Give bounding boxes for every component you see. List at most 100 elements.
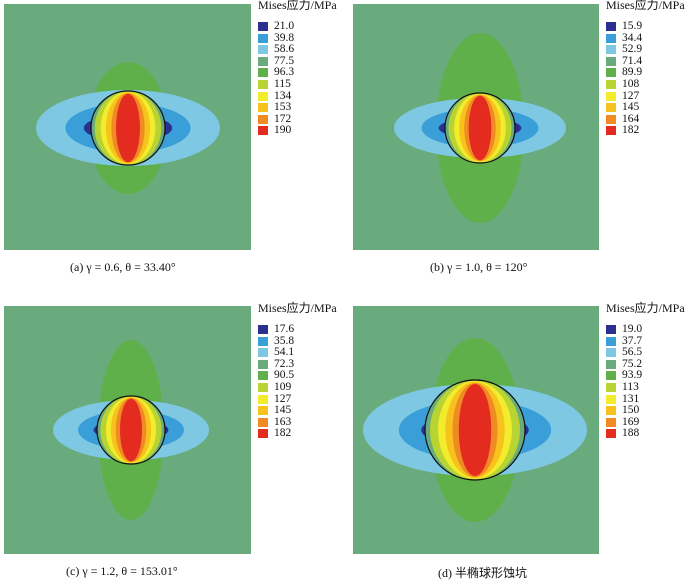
legend-swatch: [606, 103, 616, 113]
legend-swatch: [606, 383, 616, 392]
stress-contour-map-d: [353, 306, 599, 554]
pit-stress-band: [116, 93, 140, 163]
legend-swatch: [258, 80, 268, 89]
stress-contour-map-b: [353, 4, 599, 250]
legend-swatch: [606, 114, 616, 124]
legend-swatch: [258, 103, 268, 113]
caption-a: (a) γ = 0.6, θ = 33.40°: [70, 260, 176, 274]
caption-d: (d) 半椭球形蚀坑: [438, 566, 527, 580]
legend-swatch: [606, 91, 616, 101]
legend-swatch: [606, 22, 616, 31]
legend-value: 58.6: [274, 43, 295, 56]
legend-value: 182: [622, 124, 640, 137]
legend-swatch: [258, 417, 268, 427]
legend-value: 145: [622, 101, 640, 114]
legend-value: 134: [274, 89, 292, 102]
legend-swatch: [258, 429, 268, 439]
legend-value: 56.5: [622, 346, 643, 359]
legend-swatch: [606, 359, 616, 369]
legend-swatch: [606, 68, 616, 78]
legend-value: 35.8: [274, 334, 295, 347]
legend-value: 37.7: [622, 334, 643, 347]
legend-value: 182: [274, 427, 292, 440]
legend-value: 109: [274, 381, 292, 393]
legend-swatch: [258, 406, 268, 416]
caption-c: (c) γ = 1.2, θ = 153.01°: [66, 564, 178, 578]
legend-value: 113: [622, 381, 639, 393]
legend-swatch: [258, 359, 268, 369]
legend-swatch: [606, 371, 616, 381]
legend-swatch: [606, 429, 616, 439]
legend-value: 190: [274, 124, 292, 137]
legend-value: 127: [622, 89, 640, 102]
legend-value: 34.4: [622, 31, 643, 44]
legend-value: 164: [622, 112, 640, 125]
legend-value: 72.3: [274, 357, 295, 370]
legend-value: 54.1: [274, 346, 295, 359]
legend-swatch: [258, 68, 268, 78]
pit-outline: [424, 379, 526, 481]
legend-value: 163: [274, 415, 292, 428]
legend-value: 93.9: [622, 369, 643, 382]
legend-swatch: [258, 56, 268, 66]
legend-swatch: [606, 56, 616, 66]
pit-stress-band: [468, 95, 492, 161]
legend-swatch: [258, 126, 268, 136]
legend-value: 19.0: [622, 323, 643, 335]
legend-swatch: [606, 80, 616, 89]
legend-value: 127: [274, 392, 292, 405]
legend-value: 108: [622, 78, 640, 90]
legend-d: Mises应力/MPa 19.0 37.7 56.5 75.2 93.9 113 131 15…: [606, 301, 700, 443]
legend-value: 153: [274, 101, 292, 114]
legend-value: 39.8: [274, 31, 295, 44]
legend-swatch: [606, 325, 616, 334]
legend-value: 71.4: [622, 54, 643, 67]
legend-value: 89.9: [622, 66, 643, 79]
pit-outline: [96, 395, 166, 465]
stress-contour-map-a: [4, 4, 251, 250]
legend-value: 21.0: [274, 20, 295, 32]
contour-svg: [363, 338, 587, 522]
legend-swatch: [606, 336, 616, 346]
legend-title-c: Mises应力/MPa: [258, 301, 337, 315]
legend-a: Mises应力/MPa 21.0 39.8 58.6 77.5 96.3 115 134 15…: [258, 0, 353, 140]
legend-value: 17.6: [274, 323, 295, 335]
legend-swatch: [258, 383, 268, 392]
legend-value: 115: [274, 78, 291, 90]
legend-value: 75.2: [622, 357, 643, 370]
legend-value: 52.9: [622, 43, 643, 56]
legend-swatch: [606, 126, 616, 136]
legend-swatch: [258, 91, 268, 101]
contour-svg: [36, 62, 220, 194]
legend-value: 188: [622, 427, 640, 440]
caption-b: (b) γ = 1.0, θ = 120°: [430, 260, 528, 274]
legend-title-a: Mises应力/MPa: [258, 0, 337, 12]
legend-value: 96.3: [274, 66, 295, 79]
legend-swatch: [258, 348, 268, 358]
legend-value: 77.5: [274, 54, 295, 67]
legend-swatch: [606, 348, 616, 358]
stress-contour-map-c: [4, 306, 251, 554]
legend-value: 131: [622, 392, 640, 405]
contour-svg: [394, 33, 566, 223]
legend-swatch: [606, 406, 616, 416]
legend-swatch: [258, 33, 268, 43]
pit-outline: [444, 92, 516, 164]
legend-swatch: [606, 394, 616, 404]
legend-value: 169: [622, 415, 640, 428]
legend-swatch: [606, 33, 616, 43]
legend-b: Mises应力/MPa 15.9 34.4 52.9 71.4 89.9 108 127 14…: [606, 0, 700, 140]
legend-value: 90.5: [274, 369, 295, 382]
legend-swatch: [258, 336, 268, 346]
legend-title-d: Mises应力/MPa: [606, 301, 685, 315]
legend-swatch: [258, 45, 268, 55]
legend-value: 150: [622, 404, 640, 417]
legend-swatch: [258, 22, 268, 31]
legend-value: 15.9: [622, 20, 643, 32]
legend-title-b: Mises应力/MPa: [606, 0, 685, 12]
legend-value: 145: [274, 404, 292, 417]
contour-svg: [53, 340, 209, 520]
legend-swatch: [258, 394, 268, 404]
legend-swatch: [258, 371, 268, 381]
legend-c: Mises应力/MPa 17.6 35.8 54.1 72.3 90.5 109 127 14…: [258, 301, 353, 443]
